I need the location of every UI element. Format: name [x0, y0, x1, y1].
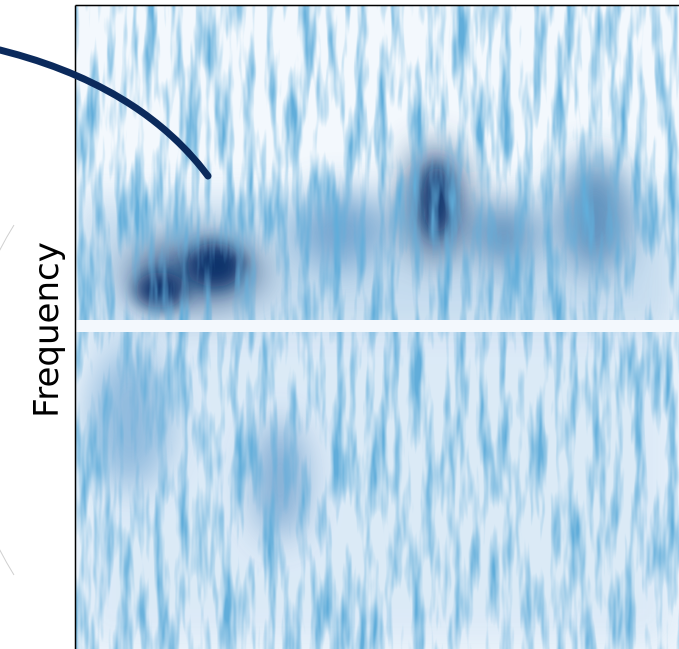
y-axis-label: Frequency — [27, 242, 67, 418]
center-band — [76, 320, 679, 332]
callout-arc — [0, 46, 212, 180]
spectrogram — [76, 6, 679, 649]
background-arc — [0, 224, 15, 576]
